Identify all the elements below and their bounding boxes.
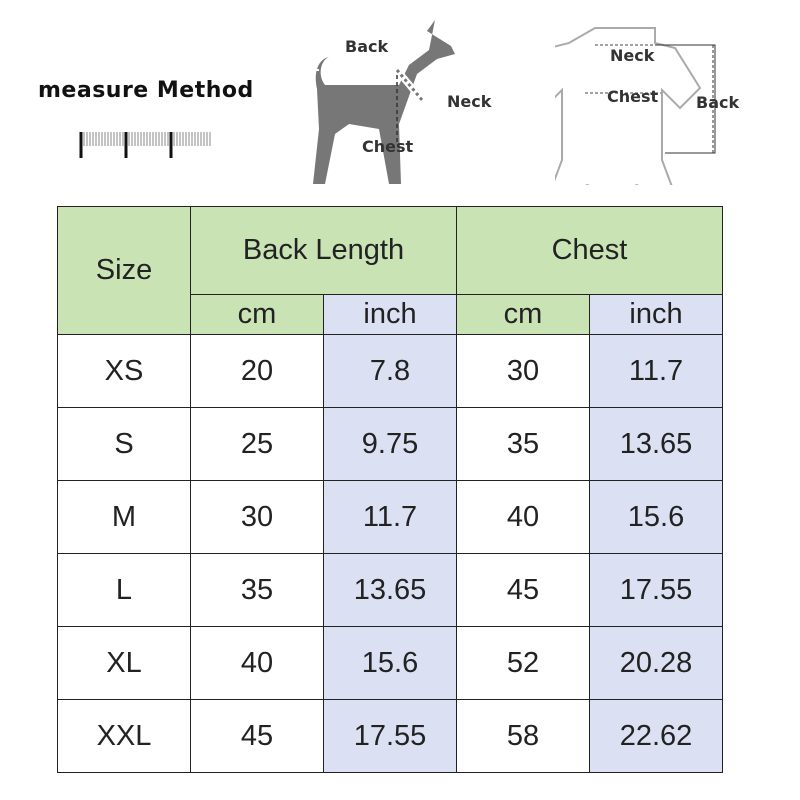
ruler-icon <box>79 132 211 158</box>
cell-chest-cm: 30 <box>456 334 590 408</box>
cell-size: XXL <box>57 699 191 773</box>
cell-size: XS <box>57 334 191 408</box>
cell-chest-inch: 15.6 <box>589 480 723 554</box>
cell-size: L <box>57 553 191 627</box>
cell-chest-inch: 22.62 <box>589 699 723 773</box>
cell-chest-cm: 45 <box>456 553 590 627</box>
cell-size: XL <box>57 626 191 700</box>
unit-header: inch <box>589 294 723 335</box>
shirt-neck-label: Neck <box>610 46 655 65</box>
dog-back-label: Back <box>345 37 389 56</box>
table-row: L 35 13.65 45 17.55 <box>57 553 723 627</box>
measure-method-title: measure Method <box>38 78 254 103</box>
cell-chest-cm: 58 <box>456 699 590 773</box>
cell-chest-cm: 40 <box>456 480 590 554</box>
dog-neck-label: Neck <box>447 92 492 111</box>
cell-chest-cm: 35 <box>456 407 590 481</box>
cell-back-inch: 11.7 <box>323 480 457 554</box>
cell-chest-inch: 20.28 <box>589 626 723 700</box>
unit-header: cm <box>456 294 590 335</box>
cell-size: S <box>57 407 191 481</box>
dog-diagram-icon <box>313 20 455 184</box>
cell-size: M <box>57 480 191 554</box>
cell-back-inch: 15.6 <box>323 626 457 700</box>
table-row: XS 20 7.8 30 11.7 <box>57 334 723 408</box>
cell-back-cm: 25 <box>190 407 324 481</box>
size-chart-table: Size Back Length Chest cm inch cm inch X… <box>57 206 723 773</box>
cell-back-cm: 20 <box>190 334 324 408</box>
unit-header: cm <box>190 294 324 335</box>
cell-chest-inch: 13.65 <box>589 407 723 481</box>
cell-back-inch: 9.75 <box>323 407 457 481</box>
shirt-back-label: Back <box>696 93 740 112</box>
table-row: XXL 45 17.55 58 22.62 <box>57 699 723 773</box>
cell-back-cm: 30 <box>190 480 324 554</box>
unit-header: inch <box>323 294 457 335</box>
cell-chest-cm: 52 <box>456 626 590 700</box>
dog-chest-label: Chest <box>362 137 414 156</box>
shirt-chest-label: Chest <box>607 87 659 106</box>
table-row: XL 40 15.6 52 20.28 <box>57 626 723 700</box>
cell-back-inch: 17.55 <box>323 699 457 773</box>
cell-chest-inch: 17.55 <box>589 553 723 627</box>
cell-back-inch: 7.8 <box>323 334 457 408</box>
cell-back-cm: 45 <box>190 699 324 773</box>
shirt-diagram-icon <box>555 27 716 185</box>
cell-chest-inch: 11.7 <box>589 334 723 408</box>
table-row: M 30 11.7 40 15.6 <box>57 480 723 554</box>
table-row: S 25 9.75 35 13.65 <box>57 407 723 481</box>
back-length-header: Back Length <box>190 206 457 295</box>
cell-back-inch: 13.65 <box>323 553 457 627</box>
chest-header: Chest <box>456 206 723 295</box>
cell-back-cm: 40 <box>190 626 324 700</box>
size-header: Size <box>57 206 191 335</box>
cell-back-cm: 35 <box>190 553 324 627</box>
